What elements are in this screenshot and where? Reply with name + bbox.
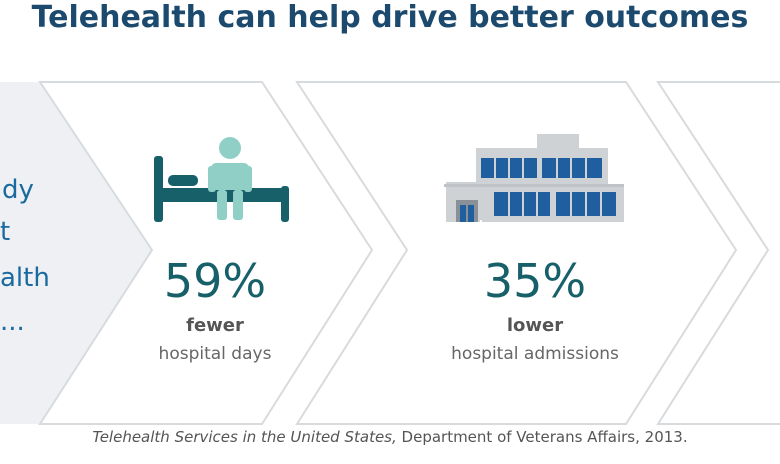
stat-value-admissions: 35% bbox=[483, 254, 587, 308]
left-text-line-3: alth bbox=[0, 263, 50, 293]
citation-detail: Department of Veterans Affairs, 2013. bbox=[396, 428, 688, 446]
stat-value-hospital-days: 59% bbox=[163, 254, 267, 308]
left-panel bbox=[0, 82, 152, 424]
chevron-2 bbox=[295, 81, 738, 425]
chevron-1 bbox=[38, 81, 374, 425]
citation-title: Telehealth Services in the United States… bbox=[92, 428, 397, 446]
stat-emphasis-hospital-days: fewer bbox=[186, 315, 244, 336]
left-text-line-1: dy bbox=[2, 175, 34, 205]
source-citation: Telehealth Services in the United States… bbox=[0, 428, 780, 446]
stat-emphasis-admissions: lower bbox=[506, 315, 564, 336]
page-title: Telehealth can help drive better outcome… bbox=[31, 0, 749, 35]
left-text-line-4: ... bbox=[0, 307, 25, 337]
stat-description-hospital-days: hospital days bbox=[158, 344, 272, 364]
chevron-3 bbox=[656, 81, 780, 425]
stat-description-admissions: hospital admissions bbox=[451, 344, 619, 364]
hospital-bed-patient-icon bbox=[154, 137, 289, 222]
hospital-building-icon bbox=[444, 134, 624, 222]
left-text-line-2: t bbox=[0, 217, 11, 247]
